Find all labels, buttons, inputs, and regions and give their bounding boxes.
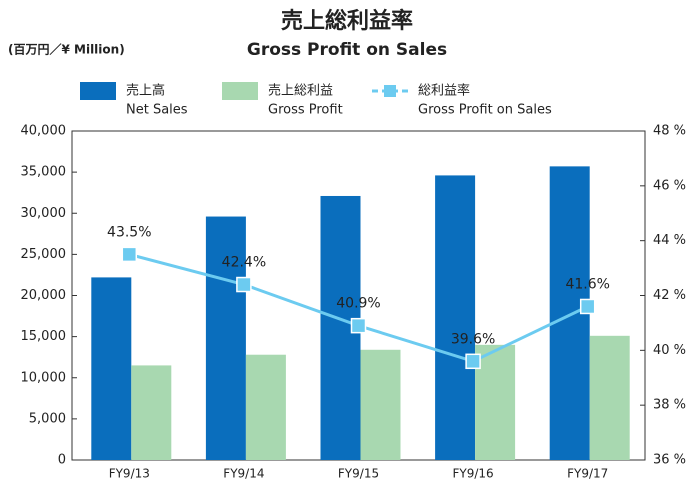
bar [205,216,246,460]
x-tick-label: FY9/15 [338,467,379,481]
y-tick-label: 30,000 [21,206,67,221]
y-tick-label: 5,000 [29,411,66,426]
legend-label-en: Gross Profit on Sales [418,103,552,118]
y-tick-label: 35,000 [21,165,67,180]
y-tick-label: 25,000 [21,247,67,262]
data-label: 39.6% [451,331,495,347]
x-tick-label: FY9/16 [453,467,494,481]
y2-tick-label: 46 % [653,178,686,193]
legend-label: 売上総利益 [268,83,333,99]
legend-label-en: Gross Profit [268,103,343,118]
legend-swatch [222,82,258,100]
x-tick-label: FY9/14 [223,467,264,481]
y2-tick-label: 36 % [653,453,686,468]
y-tick-label: 10,000 [21,370,67,385]
bar [589,335,630,460]
y-tick-label: 15,000 [21,329,67,344]
line-marker [579,298,596,315]
bar [245,354,286,460]
y-tick-label: 0 [58,453,66,468]
unit-label: (百万円／¥ Million) [8,42,125,57]
line-marker [121,246,138,263]
data-label: 40.9% [336,296,380,312]
x-tick-label: FY9/13 [109,467,150,481]
y2-tick-label: 40 % [653,343,686,358]
bar [435,175,476,461]
legend-label: 総利益率 [418,83,470,99]
legend-label-en: Net Sales [126,103,188,118]
y2-tick-label: 44 % [653,233,686,248]
data-label: 43.5% [107,224,151,240]
y-tick-label: 20,000 [21,288,67,303]
legend-swatch [80,82,116,100]
bar [91,277,132,460]
line-marker [236,276,252,293]
line-marker [465,353,481,370]
chart-subtitle: Gross Profit on Sales [247,40,447,60]
bar [360,349,401,460]
y2-tick-label: 42 % [653,288,686,303]
data-label: 42.4% [222,255,266,271]
bar [131,365,172,460]
data-label: 41.6% [565,276,609,292]
y-tick-label: 40,000 [21,124,67,139]
x-tick-label: FY9/17 [567,467,608,481]
legend-label: 売上高 [126,83,165,99]
bar [475,344,516,460]
y2-tick-label: 48 % [653,124,686,139]
y2-tick-label: 38 % [653,398,686,413]
legend-marker [384,85,396,97]
chart-title: 売上総利益率 [281,8,413,34]
line-marker [350,317,367,334]
